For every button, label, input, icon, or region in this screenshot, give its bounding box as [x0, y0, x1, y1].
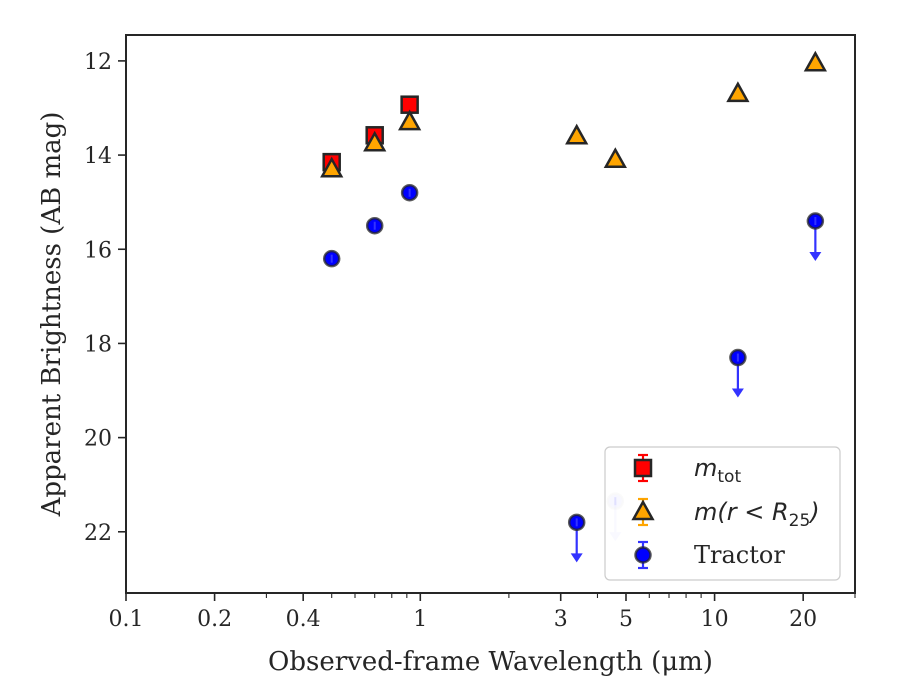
- x-tick-label: 5: [619, 607, 633, 632]
- y-tick-label: 20: [84, 427, 112, 452]
- data-point-triangle: [320, 156, 344, 178]
- series-square: [322, 95, 419, 172]
- arrow-head: [731, 388, 744, 398]
- legend-marker-circle: [634, 546, 652, 564]
- x-tick-label: 10: [701, 607, 729, 632]
- legend-box: [604, 446, 841, 581]
- x-axis-label: Observed-frame Wavelength (μm): [268, 647, 713, 677]
- y-tick-label: 14: [84, 144, 112, 169]
- arrow-head: [809, 252, 822, 261]
- data-point-triangle: [565, 123, 589, 145]
- x-tick-label: 1: [413, 607, 427, 632]
- arrow-head: [570, 553, 583, 563]
- y-tick-label: 18: [84, 332, 112, 357]
- axis-ticks: 0.1 0.2 0.4 1 3 5 10 20 12 14 16 18 20 22: [84, 50, 856, 632]
- data-markers: [320, 50, 827, 563]
- data-point-triangle: [398, 109, 422, 131]
- data-point-triangle: [726, 81, 750, 103]
- data-point-triangle: [803, 50, 827, 72]
- x-tick-label: 3: [554, 607, 568, 632]
- legend-label: Tractor: [694, 541, 785, 569]
- plot-frame: [125, 34, 856, 594]
- y-tick-label: 22: [84, 521, 112, 546]
- series-triangle: [320, 50, 827, 178]
- x-tick-label: 0.2: [197, 607, 232, 632]
- x-tick-label: 0.1: [109, 607, 144, 632]
- y-tick-label: 12: [84, 50, 112, 75]
- y-tick-label: 16: [84, 238, 112, 263]
- data-point-triangle: [603, 147, 627, 169]
- y-axis-label: Apparent Brightness (AB mag): [37, 112, 67, 518]
- legend-marker-square: [633, 458, 653, 478]
- data-point-triangle: [363, 130, 387, 152]
- legend-marker-triangle: [631, 499, 655, 521]
- x-tick-label: 0.4: [286, 607, 321, 632]
- x-tick-label: 20: [789, 607, 817, 632]
